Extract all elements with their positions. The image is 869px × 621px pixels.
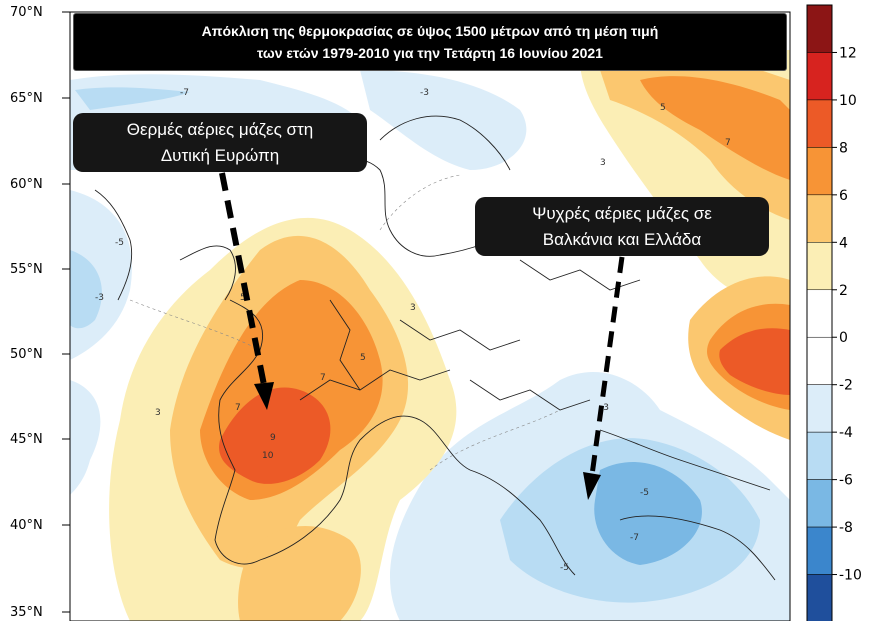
map-title: Απόκλιση της θερμοκρασίας σε ύψος 1500 μ… bbox=[73, 13, 787, 71]
arrow-east bbox=[583, 256, 625, 500]
lat-label-55: 55°N bbox=[10, 262, 43, 277]
colorbar-tick-label: -4 bbox=[839, 425, 853, 441]
contour-label: -7 bbox=[630, 533, 639, 543]
colorbar-tick-label: -8 bbox=[839, 520, 853, 536]
colorbar-tick-label: 10 bbox=[839, 93, 857, 109]
callout-east-line-1: Ψυχρές αέριες μάζες σε bbox=[532, 203, 712, 223]
colorbar-tick-label: 8 bbox=[839, 140, 848, 156]
callout-cold-balkans-greece: Ψυχρές αέριες μάζες σε Βαλκάνια και Ελλά… bbox=[475, 197, 769, 256]
lat-label-40: 40°N bbox=[10, 518, 43, 533]
colorbar-cell bbox=[806, 526, 833, 575]
title-line-1: Απόκλιση της θερμοκρασίας σε ύψος 1500 μ… bbox=[201, 23, 659, 39]
lat-label-65: 65°N bbox=[10, 91, 43, 106]
lat-label-60: 60°N bbox=[10, 177, 43, 192]
contour-label: 7 bbox=[725, 138, 731, 148]
colorbar-tick-label: 2 bbox=[839, 283, 848, 299]
contour-label: 9 bbox=[270, 433, 276, 443]
lat-label-45: 45°N bbox=[10, 432, 43, 447]
colorbar-cell bbox=[806, 147, 833, 196]
contour-label: 3 bbox=[155, 408, 161, 418]
colorbar: 12 10 8 6 4 2 0 -2 -4 -6 -8 -10 bbox=[806, 4, 862, 621]
contour-label: -5 bbox=[640, 488, 649, 498]
contour-number-labels: -7 -5 -3 3 5 7 9 10 3 5 7 -3 -5 -7 7 5 3… bbox=[95, 88, 731, 573]
lat-label-35: 35°N bbox=[10, 605, 43, 620]
contour-label: 3 bbox=[410, 303, 416, 313]
contour-label: 10 bbox=[262, 451, 274, 461]
contour-label: 3 bbox=[600, 158, 606, 168]
colorbar-cell bbox=[806, 431, 833, 480]
colorbar-cell bbox=[806, 384, 833, 433]
colorbar-tick-label: -6 bbox=[839, 473, 853, 489]
contour-label: 5 bbox=[240, 293, 246, 303]
callout-west-line-2: Δυτική Ευρώπη bbox=[160, 145, 280, 165]
colorbar-tick-label: -2 bbox=[839, 378, 853, 394]
contour-label: -3 bbox=[420, 88, 429, 98]
colorbar-tick-label: 12 bbox=[839, 45, 857, 61]
latitude-axis: 70°N 65°N 60°N 55°N 50°N 45°N 40°N 35°N bbox=[10, 5, 70, 620]
colorbar-cell bbox=[806, 479, 833, 528]
contour-label: -7 bbox=[180, 88, 189, 98]
colorbar-tick-label: 4 bbox=[839, 235, 848, 251]
contour-label: 7 bbox=[235, 403, 241, 413]
contour-label: -5 bbox=[115, 238, 124, 248]
contour-label: 5 bbox=[660, 103, 666, 113]
colorbar-cell bbox=[806, 194, 833, 243]
arrow-west bbox=[219, 172, 274, 410]
colorbar-cell bbox=[806, 4, 833, 53]
colorbar-cell bbox=[806, 52, 833, 101]
contour-label: -5 bbox=[560, 563, 569, 573]
contour-label: 5 bbox=[360, 353, 366, 363]
callout-east-line-2: Βαλκάνια και Ελλάδα bbox=[542, 229, 702, 249]
anomaly-field: -7 -5 -3 3 5 7 9 10 3 5 7 -3 -5 -7 7 5 3… bbox=[70, 12, 790, 621]
colorbar-cell bbox=[806, 289, 833, 338]
colorbar-tick-label: 6 bbox=[839, 188, 848, 204]
lat-label-50: 50°N bbox=[10, 347, 43, 362]
lat-label-70: 70°N bbox=[10, 5, 43, 20]
callout-warm-west-europe: Θερμές αέριες μάζες στη Δυτική Ευρώπη bbox=[73, 113, 367, 172]
colorbar-tick-label: 0 bbox=[839, 330, 848, 346]
title-line-2: των ετών 1979-2010 για την Τετάρτη 16 Ιο… bbox=[257, 45, 603, 61]
colorbar-tick-label: -10 bbox=[839, 568, 862, 584]
colorbar-cell bbox=[806, 242, 833, 291]
contour-label: -3 bbox=[600, 403, 609, 413]
colorbar-cell bbox=[806, 336, 833, 385]
colorbar-cell bbox=[806, 574, 833, 621]
contour-label: 7 bbox=[320, 373, 326, 383]
colorbar-cell bbox=[806, 99, 833, 148]
contour-label: -3 bbox=[95, 293, 104, 303]
callout-west-line-1: Θερμές αέριες μάζες στη bbox=[126, 119, 314, 139]
